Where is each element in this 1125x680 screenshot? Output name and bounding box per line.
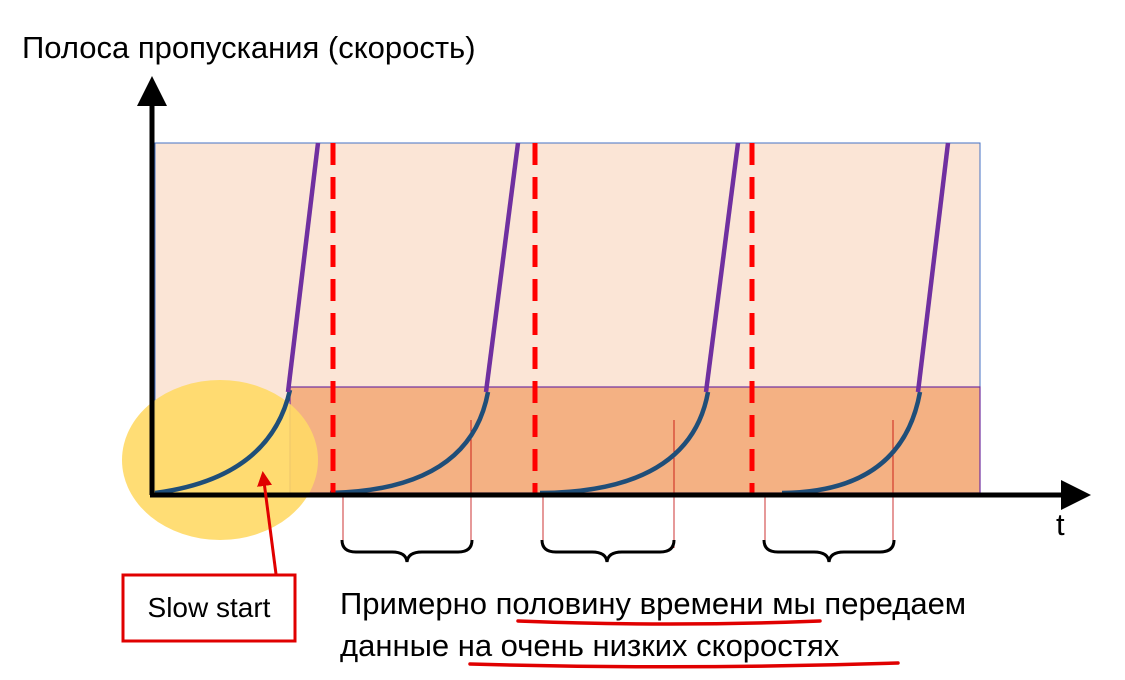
curve-2 <box>329 391 491 496</box>
congestion-curves <box>154 389 923 496</box>
caption-line-2-start: данные <box>340 628 458 663</box>
ramp-1 <box>285 142 321 393</box>
caption-line-2: данные на очень низких скоростях <box>340 628 840 663</box>
y-axis-label: Полоса пропускания (скорость) <box>22 30 476 65</box>
brace-3 <box>762 539 896 563</box>
caption-line-1-end: мы передаем <box>764 586 967 621</box>
caption-line-1-start: Примерно <box>340 586 496 621</box>
ramp-4 <box>915 142 951 393</box>
ramp-3 <box>703 142 741 393</box>
time-braces <box>340 539 896 563</box>
underline-1 <box>516 619 822 626</box>
curve-1 <box>154 389 293 496</box>
underline-2 <box>468 661 900 669</box>
ramp-lines <box>285 142 951 393</box>
curve-4 <box>781 391 923 496</box>
ramp-2 <box>483 142 521 393</box>
caption-highlight-1: половину времени <box>496 586 764 621</box>
slow-start-label: Slow start <box>148 592 271 623</box>
brace-2 <box>540 539 676 563</box>
caption-line-1: Примерно половину времени мы передаем <box>340 586 966 621</box>
brace-1 <box>340 539 474 563</box>
caption-highlight-2: на очень низких скоростях <box>458 628 840 663</box>
curve-3 <box>539 391 711 496</box>
slow-start-arrow <box>257 471 278 575</box>
x-axis-label: t <box>1056 507 1065 542</box>
slow-start-circle <box>122 380 318 540</box>
brace-guides <box>342 420 894 548</box>
drop-lines <box>330 143 755 493</box>
slow-start-box <box>121 573 297 643</box>
